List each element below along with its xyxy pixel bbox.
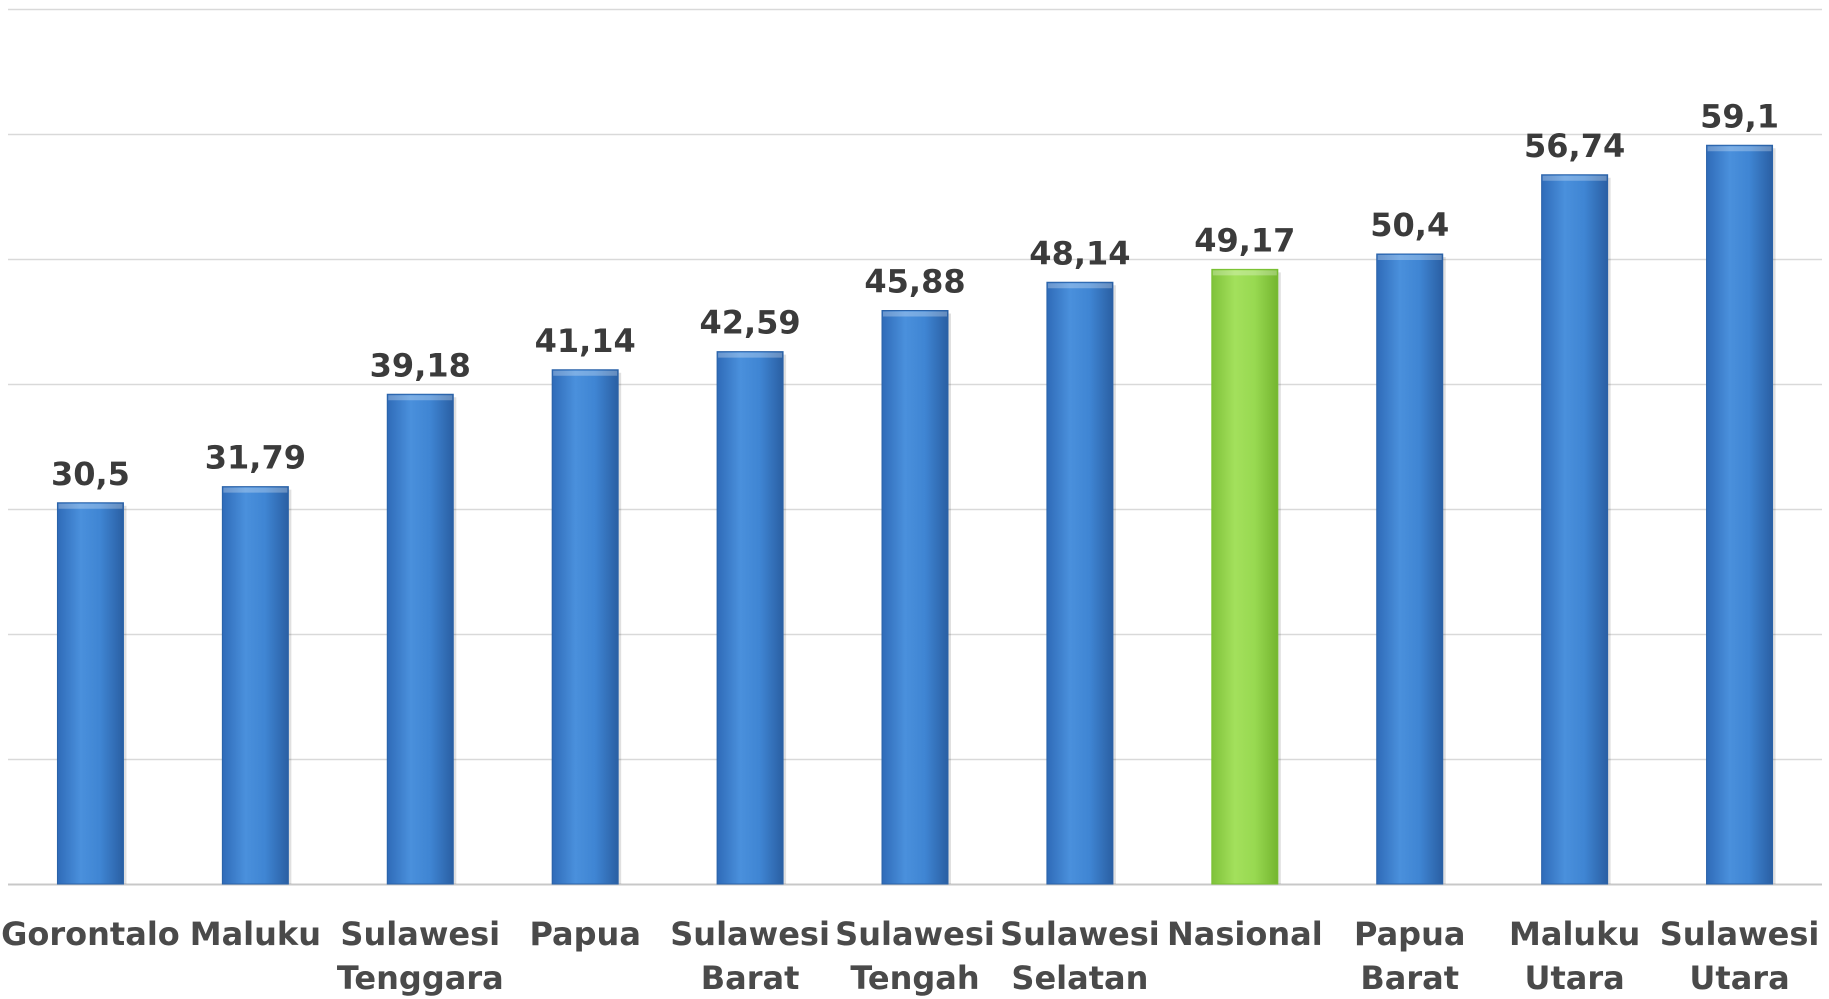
data-label: 41,14 xyxy=(535,322,636,360)
x-tick-label: Sulawesi Utara xyxy=(1660,915,1820,997)
x-tick-label: Gorontalo xyxy=(1,915,180,953)
x-tick-label: Sulawesi Tengah xyxy=(835,915,995,997)
x-tick-label: Papua xyxy=(529,915,640,953)
x-tick-label-line: Sulawesi xyxy=(670,915,830,953)
x-tick-label-line: Utara xyxy=(1689,959,1789,997)
bar-bevel xyxy=(1047,283,1112,289)
x-tick-label: Sulawesi Tenggara xyxy=(337,915,504,997)
x-tick-label-line: Sulawesi xyxy=(1000,915,1160,953)
x-tick-label-line: Maluku xyxy=(1509,915,1640,953)
x-tick-label: Sulawesi Barat xyxy=(670,915,830,997)
x-tick-label-line: Utara xyxy=(1525,959,1625,997)
data-label: 42,59 xyxy=(699,304,800,342)
data-label: 48,14 xyxy=(1029,234,1130,272)
bar-bevel xyxy=(553,370,618,376)
x-tick-label-line: Tengah xyxy=(850,959,979,997)
data-label: 49,17 xyxy=(1194,221,1295,259)
data-label: 59,1 xyxy=(1700,97,1779,135)
x-tick-label: Nasional xyxy=(1167,915,1323,953)
bar xyxy=(1706,144,1774,885)
data-label: 39,18 xyxy=(370,346,471,384)
x-tick-label-line: Gorontalo xyxy=(1,915,180,953)
bar-bevel xyxy=(58,503,123,509)
x-tick-label: Papua Barat xyxy=(1354,915,1465,997)
x-tick-label: Sulawesi Selatan xyxy=(1000,915,1160,997)
x-tick-label-line: Selatan xyxy=(1011,959,1148,997)
bar-bevel xyxy=(1377,255,1442,260)
x-tick-label-line: Papua xyxy=(1354,915,1465,953)
bar xyxy=(881,310,949,885)
bar-highlight xyxy=(1211,268,1279,885)
x-tick-label-line: Papua xyxy=(529,915,640,953)
x-tick-label: Maluku Utara xyxy=(1509,915,1640,997)
bar xyxy=(1541,174,1609,885)
bar-bevel xyxy=(883,311,947,317)
bar-bevel xyxy=(1542,175,1607,181)
data-label: 31,79 xyxy=(205,439,306,477)
bars xyxy=(56,144,1776,885)
x-tick-label-line: Sulawesi xyxy=(835,915,995,953)
bar-bevel xyxy=(388,395,453,401)
x-tick-label-line: Barat xyxy=(701,959,800,997)
bar-bevel xyxy=(223,487,288,493)
data-label: 30,5 xyxy=(51,455,130,493)
x-tick-label-line: Sulawesi xyxy=(1660,915,1820,953)
x-tick-label-line: Nasional xyxy=(1167,915,1323,953)
bar xyxy=(1046,281,1114,885)
data-label: 45,88 xyxy=(864,263,965,301)
bar-bevel xyxy=(1212,270,1277,276)
bar xyxy=(1376,253,1444,885)
x-tick-label-line: Barat xyxy=(1360,959,1459,997)
bar xyxy=(221,486,289,885)
data-label: 50,4 xyxy=(1370,206,1449,244)
value-labels: 30,5 31,79 39,18 41,14 42,59 45,88 48,14 49,17 5… xyxy=(51,97,1779,493)
x-axis-tick-labels: Gorontalo Maluku Sulawesi Tenggara Papua Sula… xyxy=(1,915,1819,997)
data-label: 56,74 xyxy=(1524,127,1625,165)
bar-bevel xyxy=(1707,146,1772,152)
bar xyxy=(716,351,784,885)
bar xyxy=(551,369,619,885)
x-tick-label-line: Tenggara xyxy=(337,959,504,997)
x-tick-label: Maluku xyxy=(190,915,321,953)
x-tick-label-line: Sulawesi xyxy=(340,915,500,953)
bar xyxy=(56,502,124,885)
bar xyxy=(386,393,454,885)
bar-bevel xyxy=(718,352,783,358)
x-tick-label-line: Maluku xyxy=(190,915,321,953)
